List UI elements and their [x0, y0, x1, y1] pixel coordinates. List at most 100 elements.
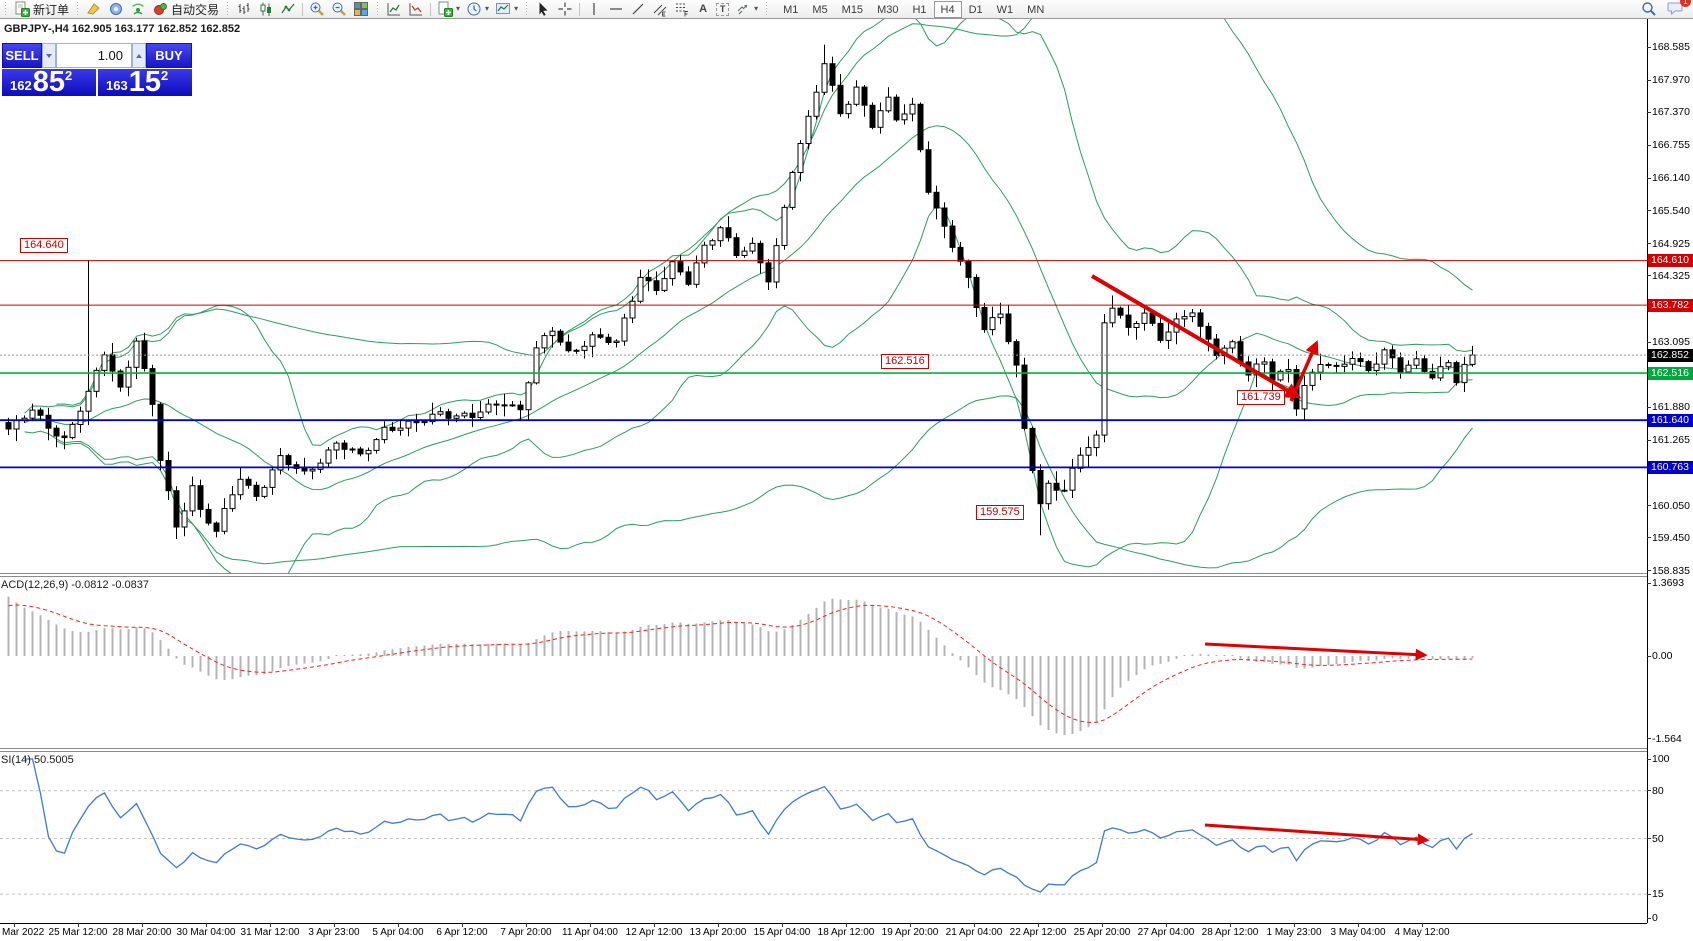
time-tick-mark	[654, 923, 655, 927]
autotrading-label: 自动交易	[171, 2, 220, 17]
period-button[interactable]: ▾	[463, 1, 492, 18]
timeframe-w1[interactable]: W1	[996, 3, 1014, 16]
annotation-arrow[interactable]	[1090, 274, 1302, 399]
macd-tick-mark	[1647, 738, 1651, 740]
macd-panel[interactable]	[0, 577, 1647, 748]
rsi-annotations[interactable]	[1204, 823, 1430, 846]
chart-price-label[interactable]: 164.640	[20, 238, 68, 253]
buy-price-panel[interactable]: 163 15 2	[98, 66, 192, 98]
sell-price-panel[interactable]: 162 85 2	[2, 68, 96, 97]
autotrading-button[interactable]: 自动交易	[149, 1, 222, 18]
timeframe-h4[interactable]: H4	[933, 0, 962, 18]
trendline-icon	[632, 3, 644, 15]
toolbar-grip	[765, 2, 769, 16]
time-tick-mark	[718, 923, 719, 927]
timeframe-m1[interactable]: M1	[783, 3, 799, 16]
annotation-arrow[interactable]	[1204, 823, 1430, 846]
volume-decrease-button[interactable]	[42, 43, 56, 68]
signal-icon	[132, 3, 144, 15]
rsi-level-lines	[0, 790, 1647, 895]
volume-input[interactable]: 1.00	[56, 43, 132, 68]
chart-price-label[interactable]: 159.575	[976, 505, 1024, 520]
rsi-panel[interactable]	[0, 752, 1647, 923]
timeframe-group: M1 M5 M15 M30 H1 H4 D1 W1 MN	[776, 0, 1051, 18]
horizontal-line-tool-button[interactable]	[605, 1, 627, 18]
time-tick-mark	[590, 923, 591, 927]
zoom-out-button[interactable]	[328, 1, 350, 18]
price-badge-161.640: 161.640	[1648, 413, 1693, 427]
time-axis-label: 6 Apr 12:00	[436, 927, 488, 938]
search-icon[interactable]	[1641, 1, 1657, 17]
macd-tick-label: 0.00	[1652, 650, 1673, 662]
annotation-arrow[interactable]	[1204, 642, 1428, 661]
chart-annotations[interactable]	[1090, 274, 1319, 402]
timeframe-h1[interactable]: H1	[912, 3, 927, 16]
text-tool-button[interactable]: A	[693, 1, 713, 18]
panel-separator[interactable]	[0, 573, 1647, 577]
signal-button[interactable]	[127, 1, 149, 18]
volume-increase-button[interactable]	[132, 43, 146, 68]
sell-price-prefix: 162	[10, 78, 32, 93]
timeframe-mn[interactable]: MN	[1027, 3, 1045, 16]
equidistant-channel-icon	[653, 4, 667, 17]
vertical-line-tool-button[interactable]	[583, 1, 605, 18]
timeframe-d1[interactable]: D1	[968, 3, 983, 16]
chart-price-label[interactable]: 161.739	[1237, 390, 1285, 405]
buy-price-big: 15	[128, 66, 161, 98]
rsi-label: SI(14) 50.5005	[1, 754, 74, 766]
time-axis-label: 5 Apr 04:00	[372, 927, 424, 938]
tile-windows-button[interactable]	[350, 1, 372, 18]
panel-separator[interactable]	[0, 748, 1647, 752]
channel-tool-button[interactable]	[649, 1, 671, 18]
chevron-down-icon: ▾	[485, 4, 490, 13]
add-indicator-button[interactable]: ▾	[434, 1, 463, 18]
line-chart-icon	[281, 3, 295, 14]
new-order-button[interactable]: 新订单	[11, 1, 72, 18]
main-toolbar: 新订单 自动交易 ▾ ▾	[0, 0, 1693, 19]
shapes-tool-button[interactable]: ▾	[732, 1, 761, 18]
chevron-down-icon: ▾	[456, 4, 461, 13]
bar-chart-mode-button[interactable]	[233, 1, 255, 18]
horizontal-level-lines[interactable]	[0, 260, 1647, 469]
timeframe-m5[interactable]: M5	[812, 3, 828, 16]
chevron-down-icon: ▾	[754, 4, 759, 13]
time-tick-mark	[1038, 923, 1039, 927]
time-tick-mark	[1294, 923, 1295, 927]
sell-button[interactable]: SELL	[2, 43, 42, 68]
styler-button[interactable]	[83, 1, 105, 18]
new-order-label: 新订单	[33, 2, 70, 17]
line-chart-mode-button[interactable]	[277, 1, 299, 18]
profile-next-button[interactable]	[383, 1, 405, 18]
support-button[interactable]	[105, 1, 127, 18]
triangle-down-icon	[46, 53, 52, 58]
trendline-tool-button[interactable]	[627, 1, 649, 18]
timeframe-m30[interactable]: M30	[877, 3, 899, 16]
price-tick-mark	[1647, 439, 1651, 441]
timeframe-m15[interactable]: M15	[841, 3, 864, 16]
price-tick-mark	[1647, 210, 1651, 212]
chart-price-label[interactable]: 162.516	[881, 354, 929, 369]
rsi-line	[24, 758, 1473, 893]
chart-window[interactable]: GBPJPY-,H4 162.905 163.177 162.852 162.8…	[0, 19, 1693, 941]
crosshair-tool-button[interactable]	[554, 1, 576, 18]
annotation-arrow[interactable]	[1289, 340, 1319, 402]
zoom-in-button[interactable]	[306, 1, 328, 18]
chat-button[interactable]: 1	[1667, 0, 1691, 19]
time-axis-label: Mar 2022	[2, 927, 45, 938]
buy-button[interactable]: BUY	[146, 43, 192, 68]
fibonacci-tool-button[interactable]	[671, 1, 693, 18]
label-tool-button[interactable]: T	[713, 1, 732, 18]
profile-prev-button[interactable]	[405, 1, 427, 18]
macd-annotations[interactable]	[1204, 642, 1428, 661]
toolbar-separator	[430, 2, 432, 16]
label-tool-icon: T	[716, 2, 730, 16]
price-tick-label: 167.970	[1652, 74, 1690, 87]
time-tick-mark	[270, 923, 271, 927]
template-button[interactable]: ▾	[492, 1, 521, 18]
chart-title: GBPJPY-,H4 162.905 163.177 162.852 162.8…	[4, 23, 241, 35]
candlestick-mode-button[interactable]	[255, 1, 277, 18]
main-chart-panel[interactable]	[0, 19, 1647, 573]
time-axis-label: 1 May 23:00	[1266, 927, 1322, 938]
crosshair-icon	[558, 2, 572, 16]
cursor-tool-button[interactable]	[532, 1, 554, 18]
